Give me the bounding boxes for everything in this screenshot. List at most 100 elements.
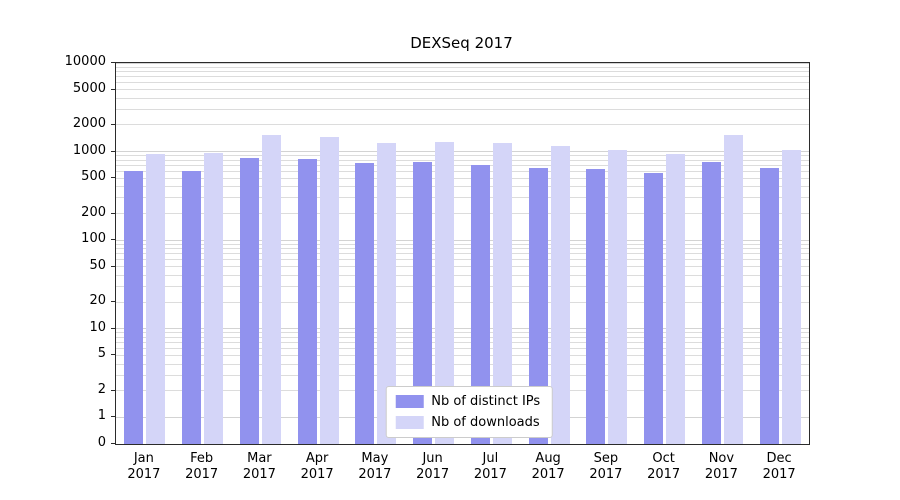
grid-line — [116, 363, 809, 365]
x-tick-label: May 2017 — [358, 451, 392, 482]
y-tick-label: 500 — [81, 169, 106, 185]
y-tick-label: 100 — [81, 231, 106, 247]
bar-distinct-ips — [413, 161, 433, 444]
bar-downloads — [146, 153, 166, 444]
grid-line — [116, 243, 809, 245]
y-tick-mark — [111, 177, 115, 179]
bar-downloads — [204, 153, 224, 444]
grid-line — [116, 124, 809, 126]
y-tick-mark — [111, 150, 115, 152]
grid-line — [116, 336, 809, 338]
grid-line — [116, 186, 809, 188]
grid-line — [116, 347, 809, 349]
y-tick-label: 5000 — [72, 80, 106, 96]
x-tick-label: Sep 2017 — [589, 451, 623, 482]
grid-line — [116, 274, 809, 276]
legend-entry-downloads: Nb of downloads — [395, 415, 540, 430]
y-tick-label: 10 — [89, 319, 106, 335]
bar-distinct-ips — [586, 169, 606, 444]
bar-distinct-ips — [528, 168, 548, 444]
y-tick-mark — [111, 212, 115, 214]
x-tick-label: Oct 2017 — [647, 451, 681, 482]
grid-line — [116, 332, 809, 334]
x-tick-label: Apr 2017 — [300, 451, 334, 482]
bar-downloads — [781, 149, 801, 444]
grid-line — [116, 177, 809, 179]
bar-distinct-ips — [297, 159, 317, 444]
x-tick-label: Aug 2017 — [531, 451, 565, 482]
bar-distinct-ips — [759, 168, 779, 444]
y-tick-mark — [111, 62, 115, 63]
bar-downloads — [492, 143, 512, 444]
grid-line — [116, 66, 809, 68]
x-tick-label: Dec 2017 — [762, 451, 796, 482]
y-tick-label: 1 — [97, 408, 106, 424]
y-tick-label: 10000 — [64, 54, 106, 69]
legend-entry-distinct-ips: Nb of distinct IPs — [395, 394, 540, 409]
y-tick-mark — [111, 416, 115, 418]
y-tick-label: 5 — [97, 346, 106, 362]
y-tick-mark — [111, 327, 115, 329]
plot-area: Nb of distinct IPs Nb of downloads — [115, 62, 810, 445]
grid-line — [116, 374, 809, 376]
y-tick-label: 50 — [89, 257, 106, 273]
grid-line — [116, 89, 809, 91]
y-tick-label: 2000 — [72, 115, 106, 131]
grid-line — [116, 155, 809, 157]
y-tick-mark — [111, 239, 115, 241]
x-tick-label: Jul 2017 — [473, 451, 507, 482]
grid-line — [116, 82, 809, 84]
legend-swatch-distinct-ips — [395, 395, 424, 408]
x-tick-label: Mar 2017 — [242, 451, 276, 482]
x-tick-label: Jan 2017 — [127, 451, 161, 482]
chart-title: DEXSeq 2017 — [410, 34, 513, 52]
x-tick-label: Jun 2017 — [416, 451, 450, 482]
bar-downloads — [319, 137, 339, 444]
y-tick-mark — [111, 443, 115, 444]
grid-line — [116, 159, 809, 161]
legend-label-downloads: Nb of downloads — [431, 415, 540, 430]
y-tick-label: 0 — [97, 435, 106, 450]
grid-line — [116, 286, 809, 288]
grid-line — [116, 248, 809, 250]
bar-downloads — [723, 134, 743, 444]
grid-line — [116, 197, 809, 199]
bar-distinct-ips — [124, 171, 144, 444]
grid-line — [116, 328, 809, 330]
grid-line — [116, 76, 809, 78]
bar-distinct-ips — [701, 161, 721, 444]
grid-line — [116, 239, 809, 241]
bar-downloads — [435, 141, 455, 444]
y-tick-mark — [111, 354, 115, 356]
bar-distinct-ips — [355, 163, 375, 444]
grid-line — [116, 108, 809, 110]
y-tick-label: 2 — [97, 381, 106, 397]
x-tick-label: Nov 2017 — [704, 451, 738, 482]
grid-line — [116, 170, 809, 172]
grid-line — [116, 71, 809, 73]
bar-downloads — [608, 149, 628, 444]
legend-label-distinct-ips: Nb of distinct IPs — [431, 394, 541, 409]
grid-line — [116, 213, 809, 215]
y-tick-label: 20 — [89, 293, 106, 309]
y-tick-label: 1000 — [72, 142, 106, 158]
y-tick-label: 200 — [81, 204, 106, 220]
legend: Nb of distinct IPs Nb of downloads — [385, 386, 554, 438]
y-tick-mark — [111, 88, 115, 90]
bar-distinct-ips — [470, 164, 490, 444]
y-tick-mark — [111, 389, 115, 391]
grid-line — [116, 354, 809, 356]
grid-line — [116, 62, 809, 64]
bar-downloads — [666, 153, 686, 444]
grid-line — [116, 97, 809, 99]
grid-line — [116, 164, 809, 166]
grid-line — [116, 259, 809, 261]
legend-swatch-downloads — [395, 416, 424, 429]
grid-line — [116, 301, 809, 303]
bar-distinct-ips — [239, 157, 259, 444]
y-tick-mark — [111, 265, 115, 267]
x-tick-label: Feb 2017 — [185, 451, 219, 482]
y-tick-mark — [111, 123, 115, 125]
grid-line — [116, 342, 809, 344]
grid-line — [116, 266, 809, 268]
